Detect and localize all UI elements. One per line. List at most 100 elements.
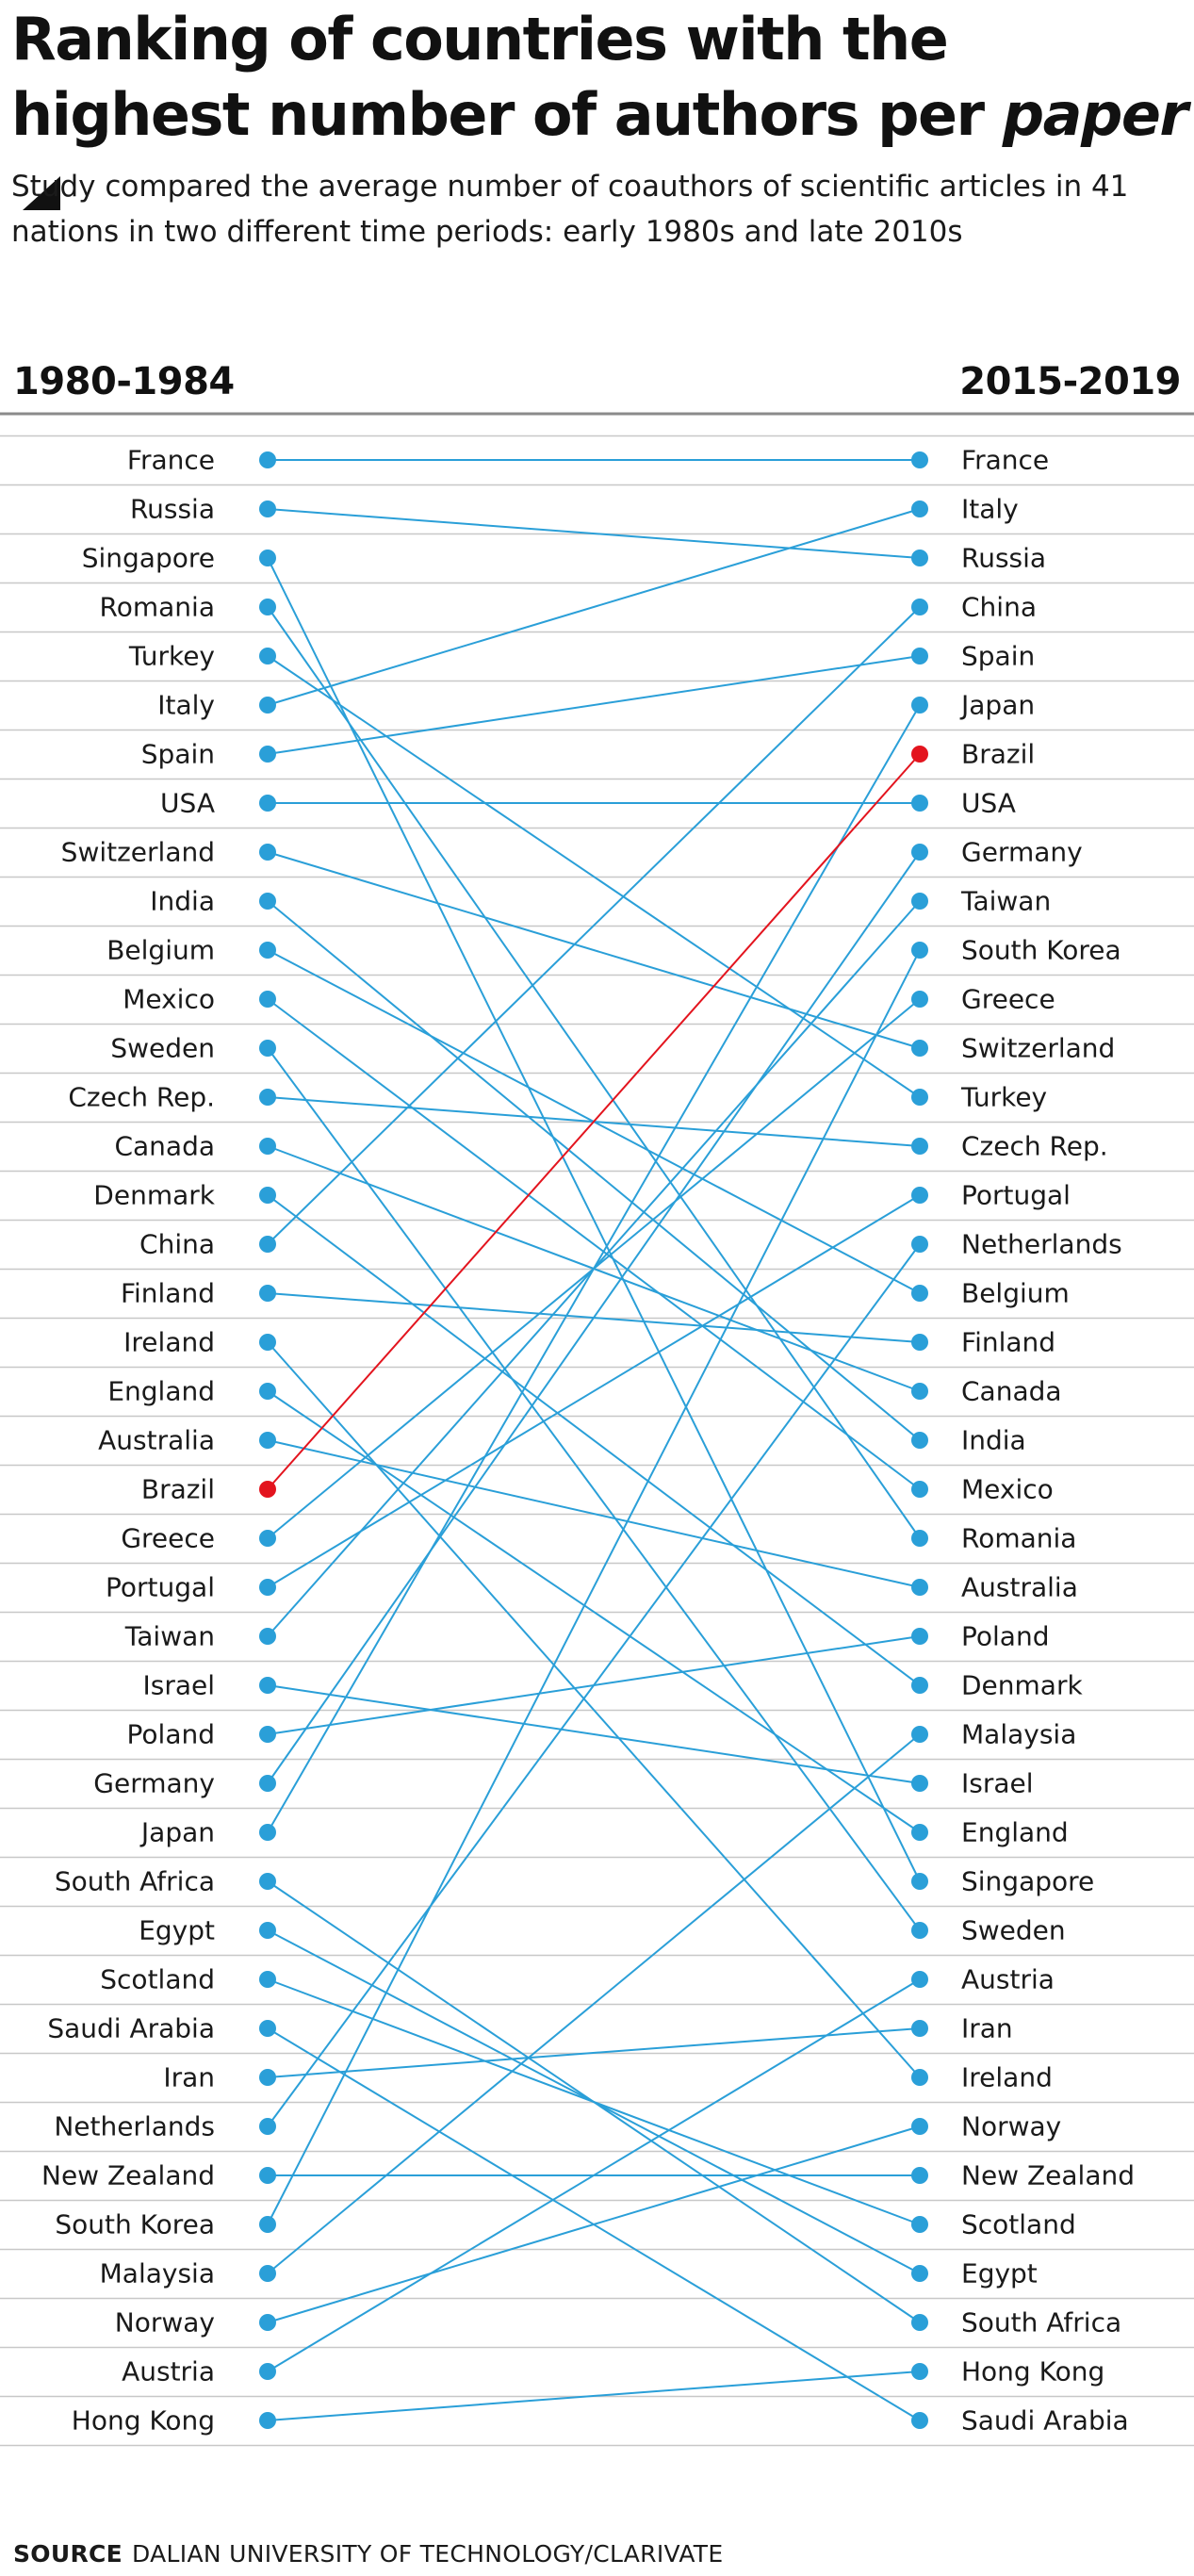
dot-2015-south-africa	[911, 2314, 928, 2331]
source-note: SOURCE DALIAN UNIVERSITY OF TECHNOLOGY/CL…	[13, 2537, 723, 2571]
slope-line-romania	[267, 606, 921, 1539]
dot-1980-usa	[259, 795, 276, 812]
dot-2015-canada	[911, 1383, 928, 1400]
dot-1980-china	[259, 1236, 276, 1253]
chart-title-italic: paper	[1002, 80, 1188, 149]
dot-2015-sweden	[911, 1922, 928, 1939]
dot-1980-australia	[259, 1432, 276, 1449]
corner-triangle-icon	[23, 176, 60, 210]
dot-1980-portugal	[259, 1579, 276, 1596]
dot-1980-taiwan	[259, 1628, 276, 1645]
chart-subtitle: Study compared the average number of coa…	[11, 170, 1129, 249]
dot-2015-singapore	[911, 1873, 928, 1890]
dot-1980-switzerland	[259, 844, 276, 861]
label-1980-malaysia: Malaysia	[100, 2258, 215, 2289]
dot-2015-finland	[911, 1334, 928, 1351]
dot-1980-new-zealand	[259, 2167, 276, 2184]
dot-2015-poland	[911, 1628, 928, 1645]
dot-2015-taiwan	[911, 893, 928, 910]
dot-1980-canada	[259, 1138, 276, 1155]
label-1980-canada: Canada	[114, 1131, 215, 1162]
label-2015-taiwan: Taiwan	[960, 886, 1051, 917]
label-2015-poland: Poland	[961, 1621, 1049, 1652]
dot-2015-turkey	[911, 1089, 928, 1106]
dot-2015-england	[911, 1824, 928, 1841]
label-1980-new-zealand: New Zealand	[41, 2160, 215, 2191]
slope-line-germany	[267, 851, 921, 1784]
label-1980-switzerland: Switzerland	[61, 837, 215, 868]
label-1980-ireland: Ireland	[123, 1327, 215, 1358]
dot-1980-france	[259, 451, 276, 468]
label-2015-mexico: Mexico	[961, 1474, 1054, 1505]
label-1980-mexico: Mexico	[123, 984, 215, 1015]
label-1980-hong-kong: Hong Kong	[72, 2405, 215, 2437]
label-1980-singapore: Singapore	[82, 543, 215, 574]
label-1980-scotland: Scotland	[100, 1964, 215, 1995]
dot-1980-south-africa	[259, 1873, 276, 1890]
dot-1980-norway	[259, 2314, 276, 2331]
label-2015-sweden: Sweden	[961, 1915, 1066, 1946]
label-2015-ireland: Ireland	[961, 2062, 1053, 2093]
label-2015-hong-kong: Hong Kong	[961, 2356, 1104, 2387]
label-1980-russia: Russia	[130, 494, 215, 525]
country-labels: France Russia Singapore Romania Turkey Italy S…	[41, 445, 1135, 2437]
label-1980-finland: Finland	[121, 1278, 215, 1309]
dot-1980-romania	[259, 599, 276, 615]
label-2015-singapore: Singapore	[961, 1866, 1094, 1897]
dot-2015-usa	[911, 795, 928, 812]
label-1980-egypt: Egypt	[139, 1915, 215, 1946]
slope-line-south-korea	[267, 949, 921, 2225]
label-2015-czech-rep: Czech Rep.	[961, 1131, 1108, 1162]
chart-title-main: Ranking of countries with the highest nu…	[11, 5, 1003, 149]
slope-line-spain	[267, 655, 921, 755]
label-1980-sweden: Sweden	[110, 1033, 215, 1064]
slope-line-denmark	[267, 1194, 921, 1686]
dot-2015-greece	[911, 991, 928, 1008]
dot-2015-mexico	[911, 1481, 928, 1498]
slope-line-singapore	[267, 557, 921, 1882]
label-2015-portugal: Portugal	[961, 1180, 1071, 1211]
dot-2015-spain	[911, 648, 928, 665]
dot-1980-india	[259, 893, 276, 910]
slope-line-hong-kong	[267, 2371, 921, 2421]
chart-title: Ranking of countries with the highest nu…	[11, 2, 1189, 228]
dot-1980-iran	[259, 2069, 276, 2086]
dot-2015-india	[911, 1432, 928, 1449]
label-2015-greece: Greece	[961, 984, 1055, 1015]
label-2015-australia: Australia	[961, 1572, 1078, 1603]
dot-1980-hong-kong	[259, 2412, 276, 2429]
slope-line-italy	[267, 508, 921, 706]
label-2015-malaysia: Malaysia	[961, 1719, 1076, 1750]
slope-line-norway	[267, 2125, 921, 2323]
slope-line-malaysia	[267, 1733, 921, 2274]
right-column-heading: 2015-2019	[959, 360, 1181, 403]
slope-line-switzerland	[267, 851, 921, 1049]
dot-1980-sweden	[259, 1040, 276, 1057]
dot-2015-egypt	[911, 2265, 928, 2282]
label-1980-france: France	[127, 445, 215, 476]
label-2015-china: China	[961, 592, 1037, 623]
dot-2015-portugal	[911, 1187, 928, 1204]
dot-1980-malaysia	[259, 2265, 276, 2282]
dot-1980-spain	[259, 746, 276, 763]
label-1980-norway: Norway	[115, 2307, 215, 2338]
label-1980-greece: Greece	[121, 1523, 215, 1554]
slope-line-russia	[267, 508, 921, 559]
slope-line-netherlands	[267, 1243, 921, 2127]
dot-1980-greece	[259, 1530, 276, 1547]
dot-1980-finland	[259, 1285, 276, 1302]
label-2015-iran: Iran	[961, 2013, 1013, 2044]
slope-line-mexico	[267, 998, 921, 1490]
label-2015-italy: Italy	[961, 494, 1019, 525]
label-1980-south-korea: South Korea	[55, 2209, 215, 2240]
label-2015-france: France	[961, 445, 1049, 476]
label-2015-belgium: Belgium	[961, 1278, 1070, 1309]
slope-line-japan	[267, 704, 921, 1833]
dot-1980-russia	[259, 500, 276, 517]
rank-change-lines	[267, 459, 921, 2421]
dot-2015-czech-rep	[911, 1138, 928, 1155]
label-2015-austria: Austria	[961, 1964, 1055, 1995]
slope-line-australia	[267, 1439, 921, 1588]
label-2015-south-korea: South Korea	[961, 935, 1121, 966]
dot-1980-scotland	[259, 1971, 276, 1988]
